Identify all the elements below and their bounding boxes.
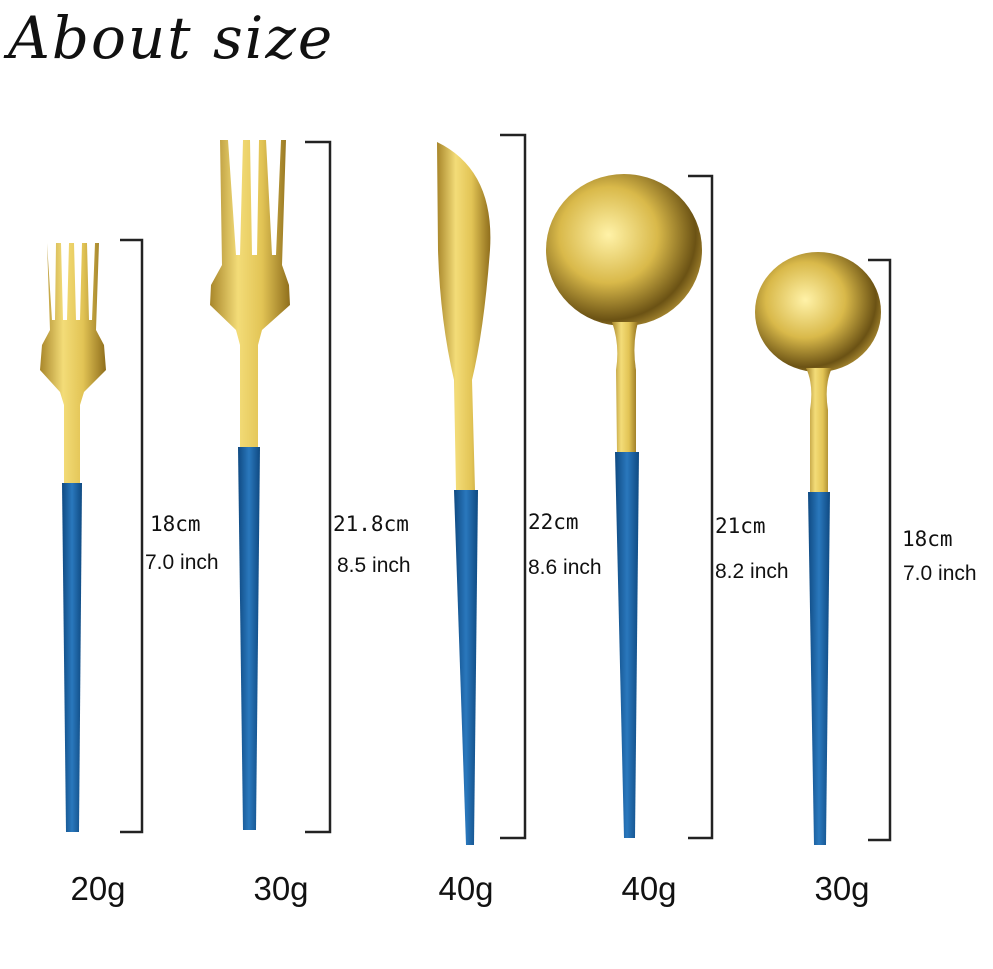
length-cm-label: 22cm [528, 510, 579, 534]
length-inch-label: 8.6 inch [528, 556, 602, 579]
weight-label: 40g [621, 870, 677, 907]
length-cm-label: 18cm [902, 527, 953, 551]
length-cm-label: 21.8cm [333, 512, 409, 536]
weight-label: 30g [253, 870, 309, 907]
weight-label: 30g [814, 870, 870, 907]
teaspoon [755, 252, 881, 845]
knife [437, 142, 491, 845]
length-inch-label: 7.0 inch [145, 551, 219, 574]
bracket-teaspoon [868, 258, 892, 842]
length-inch-label: 8.2 inch [715, 560, 789, 583]
bracket-small-fork [120, 238, 144, 834]
bracket-knife [500, 133, 527, 840]
weight-label: 40g [438, 870, 494, 907]
length-inch-label: 8.5 inch [337, 554, 411, 577]
length-cm-label: 18cm [150, 512, 201, 536]
small-fork [40, 243, 106, 832]
page-title: About size [8, 4, 335, 72]
length-inch-label: 7.0 inch [903, 562, 977, 585]
bracket-dinner-spoon [688, 174, 714, 840]
dinner-spoon [546, 174, 702, 838]
bracket-dinner-fork [305, 140, 332, 834]
dinner-fork [210, 140, 290, 830]
weight-label: 20g [70, 870, 126, 907]
length-cm-label: 21cm [715, 514, 766, 538]
